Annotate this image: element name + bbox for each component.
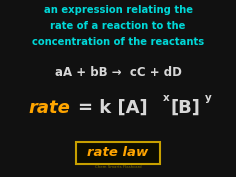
FancyBboxPatch shape [76, 142, 160, 164]
Text: concentration of the reactants: concentration of the reactants [32, 37, 204, 47]
Text: an expression relating the: an expression relating the [43, 5, 193, 15]
Text: x: x [163, 93, 170, 103]
Text: = k [A]: = k [A] [78, 99, 148, 117]
Text: rate of a reaction to the: rate of a reaction to the [50, 21, 186, 31]
Text: rate law: rate law [87, 145, 149, 158]
Text: y: y [205, 93, 212, 103]
Text: [B]: [B] [170, 99, 200, 117]
Text: aA + bB →  cC + dD: aA + bB → cC + dD [55, 65, 181, 79]
Text: rate: rate [28, 99, 70, 117]
Text: Chem Smarts Flashcard: Chem Smarts Flashcard [95, 165, 141, 169]
